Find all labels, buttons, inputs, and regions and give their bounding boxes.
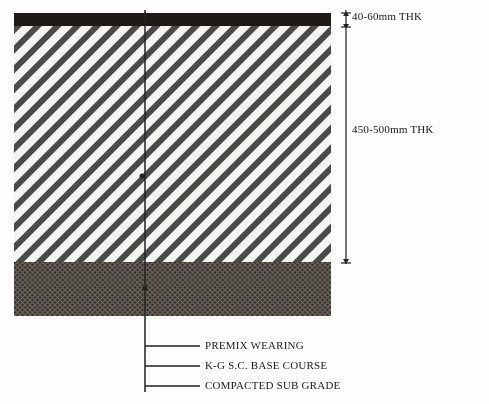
subgrade-layer <box>14 262 331 316</box>
leader-dot-mid <box>139 173 145 179</box>
legend-label-subgrade: COMPACTED SUB GRADE <box>205 380 341 392</box>
dimension-label-wearing: 40-60mm THK <box>352 11 423 23</box>
dimension-arrow-top <box>343 11 349 16</box>
base-course-layer <box>14 26 331 262</box>
dimension-label-base: 450-500mm THK <box>352 124 434 136</box>
legend-label-base-course: K-G S.C. BASE COURSE <box>205 360 328 372</box>
premix-wearing-layer <box>14 13 331 26</box>
leader-dot-bottom <box>142 285 148 291</box>
dimension-arrow-wearing <box>343 24 349 29</box>
leader-dot-top <box>142 12 148 18</box>
legend-label-premix: PREMIX WEARING <box>205 340 304 352</box>
dimension-arrow-bottom <box>343 259 349 264</box>
